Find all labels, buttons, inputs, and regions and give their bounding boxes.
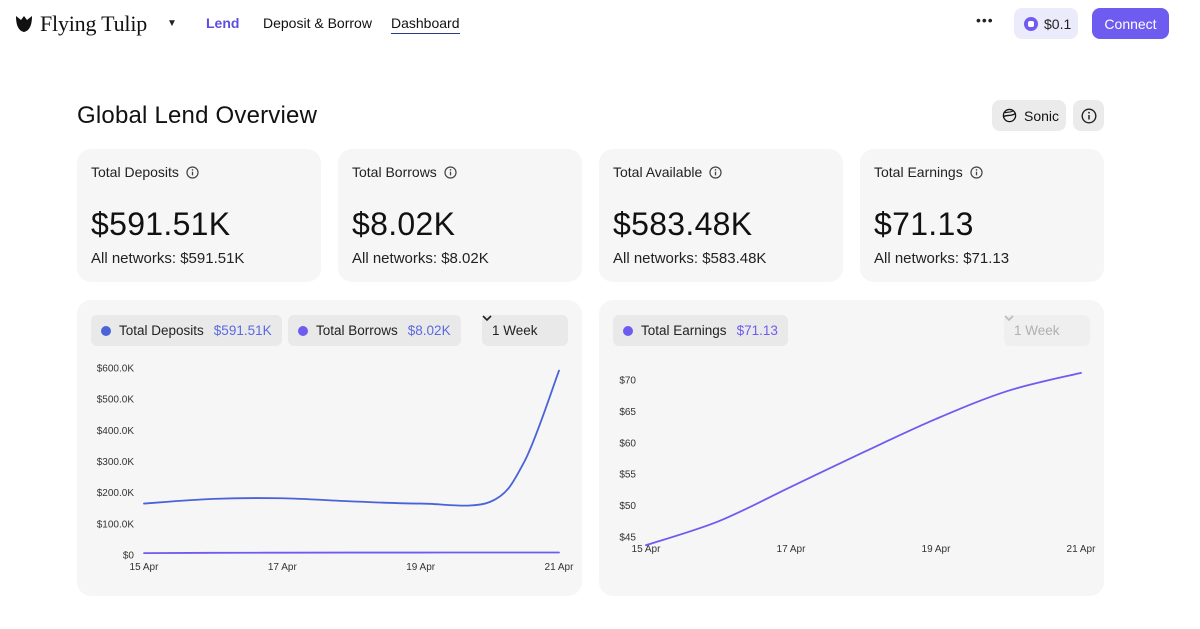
chart-card-deposits-borrows: Total Deposits $591.51K Total Borrows $8… (77, 300, 582, 596)
y-tick-label: $500.0K (97, 395, 135, 406)
chart-card-earnings: Total Earnings $71.13 1 Week $45 $50 $55 $6… (599, 300, 1104, 596)
stat-card-deposits: Total Deposits $591.51K All networks: $5… (77, 149, 321, 282)
y-tick-label: $70 (619, 376, 636, 387)
balance-button[interactable]: $0.1 (1014, 8, 1078, 39)
x-tick-label: 21 Apr (545, 562, 575, 573)
chevron-down-icon[interactable]: ▼ (167, 18, 177, 29)
stat-subtext: All networks: $71.13 (874, 250, 1010, 267)
info-button[interactable] (1073, 100, 1104, 131)
legend-value: $71.13 (736, 323, 778, 338)
stat-card-earnings: Total Earnings $71.13 All networks: $71.… (860, 149, 1104, 282)
page-title: Global Lend Overview (77, 102, 318, 129)
stat-value: $8.02K (352, 206, 456, 242)
stat-label: Total Borrows (352, 164, 437, 180)
y-tick-label: $600.0K (97, 364, 135, 375)
series-dot (623, 325, 633, 336)
ellipsis-icon[interactable]: ••• (976, 12, 994, 28)
stat-label: Total Deposits (91, 164, 179, 180)
x-tick-label: 19 Apr (922, 544, 952, 555)
legend-label: Total Borrows (316, 323, 398, 338)
y-tick-label: $200.0K (97, 488, 135, 499)
time-range-select[interactable]: 1 Week (1004, 315, 1090, 346)
x-tick-label: 15 Apr (632, 544, 662, 555)
series-line-total-earnings (645, 372, 1082, 547)
stat-value: $583.48K (613, 206, 753, 242)
network-label: Sonic (1024, 107, 1060, 124)
stat-card-borrows: Total Borrows $8.02K All networks: $8.02… (338, 149, 582, 282)
legend-pill-borrows[interactable]: Total Borrows $8.02K (288, 315, 461, 346)
y-tick-label: $65 (619, 407, 636, 418)
time-range-label: 1 Week (1014, 323, 1060, 338)
chevron-down-icon (1004, 315, 1014, 322)
series-dot (298, 325, 308, 336)
stat-label: Total Earnings (874, 164, 963, 180)
y-tick-label: $45 (619, 533, 636, 544)
stat-subtext: All networks: $591.51K (91, 250, 245, 267)
stat-value: $71.13 (874, 206, 974, 242)
y-tick-label: $100.0K (97, 519, 135, 530)
series-dot (101, 325, 111, 336)
y-tick-label: $300.0K (97, 457, 135, 468)
sonic-icon (1002, 108, 1017, 123)
x-tick-label: 17 Apr (777, 544, 807, 555)
legend-pill-earnings[interactable]: Total Earnings $71.13 (613, 315, 788, 346)
balance-value: $0.1 (1044, 15, 1072, 32)
info-icon[interactable] (186, 165, 199, 179)
info-icon[interactable] (970, 165, 983, 179)
legend-value: $591.51K (213, 323, 272, 338)
info-icon[interactable] (709, 165, 722, 179)
brand-name: Flying Tulip (40, 11, 148, 36)
nav-link-lend[interactable]: Lend (206, 15, 240, 31)
brand-logo[interactable]: Flying Tulip (14, 11, 147, 37)
legend-value: $8.02K (407, 323, 451, 338)
y-tick-label: $50 (619, 501, 636, 512)
y-tick-label: $60 (619, 438, 636, 449)
legend-label: Total Deposits (119, 323, 204, 338)
connect-button[interactable]: Connect (1092, 8, 1169, 39)
x-tick-label: 15 Apr (130, 562, 160, 573)
nav-link-deposit-borrow[interactable]: Deposit & Borrow (263, 15, 372, 31)
x-tick-label: 19 Apr (406, 562, 436, 573)
time-range-label: 1 Week (492, 323, 538, 338)
legend-pill-deposits[interactable]: Total Deposits $591.51K (91, 315, 282, 346)
y-tick-label: $400.0K (97, 426, 135, 437)
nav-link-dashboard[interactable]: Dashboard (391, 15, 460, 34)
stat-card-available: Total Available $583.48K All networks: $… (599, 149, 843, 282)
y-tick-label: $55 (619, 470, 636, 481)
x-tick-label: 21 Apr (1067, 544, 1097, 555)
tulip-icon (16, 16, 32, 32)
stat-value: $591.51K (91, 206, 231, 242)
legend-label: Total Earnings (641, 323, 727, 338)
chevron-down-icon (482, 315, 492, 322)
x-tick-label: 17 Apr (268, 562, 298, 573)
time-range-select[interactable]: 1 Week (482, 315, 568, 346)
deposits-borrows-chart: $0 $100.0K $200.0K $300.0K $400.0K $500.0K $60… (97, 364, 575, 574)
series-line-total-deposits (143, 369, 560, 507)
earnings-chart: $45 $50 $55 $60 $65 $70 15 Apr 17 Apr 19 Apr 21 A… (619, 372, 1097, 555)
top-nav: Flying Tulip ▼ Lend Deposit & Borrow Das… (0, 0, 1200, 46)
stat-subtext: All networks: $583.48K (613, 250, 767, 267)
y-tick-label: $0 (123, 551, 135, 562)
info-icon (1080, 107, 1097, 124)
series-line-total-borrows (143, 551, 560, 555)
stat-label: Total Available (613, 164, 703, 180)
network-selector[interactable]: Sonic (992, 100, 1066, 131)
stat-subtext: All networks: $8.02K (352, 250, 489, 267)
token-icon (1024, 16, 1038, 31)
info-icon[interactable] (444, 165, 457, 179)
